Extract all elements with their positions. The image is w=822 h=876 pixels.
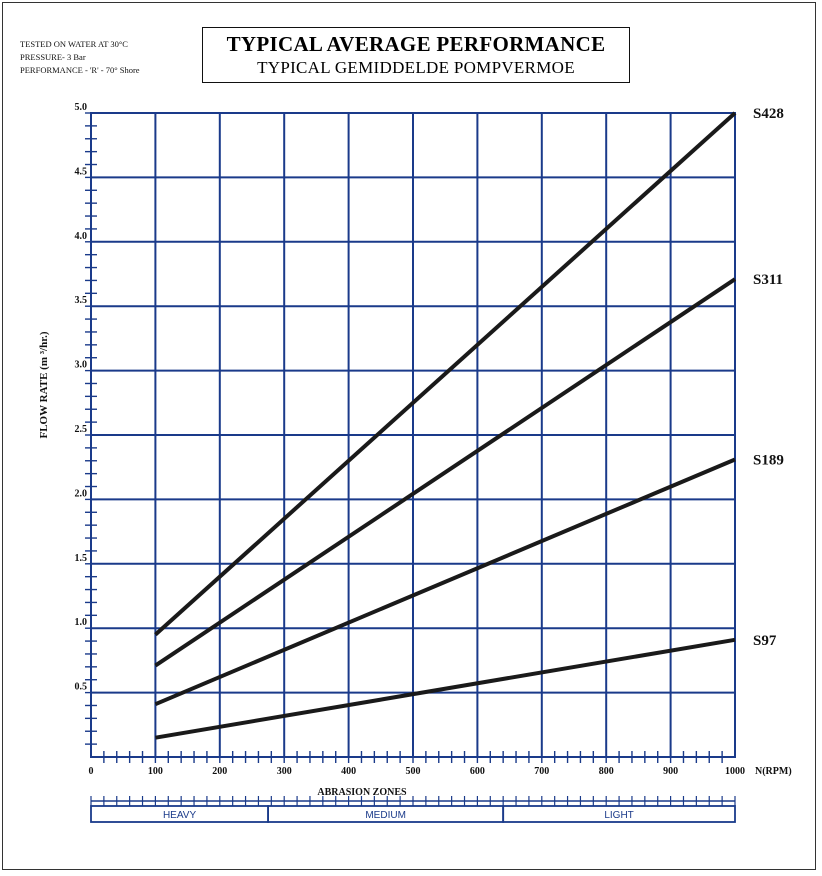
x-tick-label: 500 — [406, 766, 421, 777]
abrasion-zone-label-medium: MEDIUM — [365, 810, 406, 821]
y-tick-label: 2.5 — [75, 424, 88, 435]
x-tick-label: 0 — [89, 766, 94, 777]
x-tick-label: 700 — [534, 766, 549, 777]
title-box: TYPICAL AVERAGE PERFORMANCE TYPICAL GEMI… — [202, 27, 630, 83]
x-tick-labels: 0 100 200 300 400 500 600 700 800 900 1000 — [89, 766, 746, 777]
y-tick-label: 2.0 — [75, 488, 88, 499]
x-tick-label: 800 — [599, 766, 614, 777]
abrasion-zone-box — [502, 805, 736, 823]
series-label-s189: S189 — [753, 452, 784, 468]
series-label-s428: S428 — [753, 106, 784, 122]
minor-ticks — [85, 112, 723, 763]
chart-grid — [90, 112, 736, 758]
series-line-s189 — [154, 457, 736, 707]
abrasion-zones-title: ABRASION ZONES — [317, 787, 407, 798]
y-tick-label: 5.0 — [75, 102, 88, 113]
series-line-s97 — [155, 637, 736, 740]
test-condition-performance: PERFORMANCE - 'R' - 70° Shore — [20, 65, 140, 75]
x-tick-label: 300 — [277, 766, 292, 777]
x-tick-label: 100 — [148, 766, 163, 777]
y-tick-label: 4.5 — [75, 166, 88, 177]
test-conditions: TESTED ON WATER AT 30°C PRESSURE- 3 Bar … — [20, 38, 140, 77]
y-tick-label: 0.5 — [75, 682, 88, 693]
series-line-s311 — [154, 277, 737, 668]
x-tick-label: 1000 — [725, 766, 745, 777]
test-condition-water: TESTED ON WATER AT 30°C — [20, 39, 128, 49]
x-tick-label: 400 — [341, 766, 356, 777]
series-label-s311: S311 — [753, 272, 783, 288]
y-tick-labels: 0.5 1.0 1.5 2.0 2.5 3.0 3.5 4.0 4.5 5.0 — [75, 102, 88, 693]
abrasion-zone-label-light: LIGHT — [604, 810, 633, 821]
y-tick-label: 3.5 — [75, 295, 88, 306]
x-axis-title: N(RPM) — [755, 766, 792, 777]
y-tick-label: 1.5 — [75, 553, 88, 564]
chart-title: TYPICAL AVERAGE PERFORMANCE — [226, 32, 606, 56]
y-tick-label: 1.0 — [75, 617, 88, 628]
x-tick-label: 600 — [470, 766, 485, 777]
test-condition-pressure: PRESSURE- 3 Bar — [20, 52, 86, 62]
series-label-s97: S97 — [753, 633, 777, 649]
abrasion-zones: ABRASION ZONES HEAVY MEDIUM LIGHT — [90, 787, 736, 823]
x-tick-label: 900 — [663, 766, 678, 777]
abrasion-zone-label-heavy: HEAVY — [163, 810, 196, 821]
series-lines — [154, 111, 737, 740]
series-labels: S428 S311 S189 S97 — [753, 106, 784, 649]
chart-subtitle: TYPICAL GEMIDDELDE POMPVERMOE — [257, 58, 575, 77]
x-tick-label: 200 — [212, 766, 227, 777]
series-line-s428 — [154, 111, 737, 637]
y-axis-title: FLOW RATE (m ³/hr.) — [38, 331, 50, 438]
y-tick-label: 3.0 — [75, 360, 88, 371]
y-tick-label: 4.0 — [75, 231, 88, 242]
